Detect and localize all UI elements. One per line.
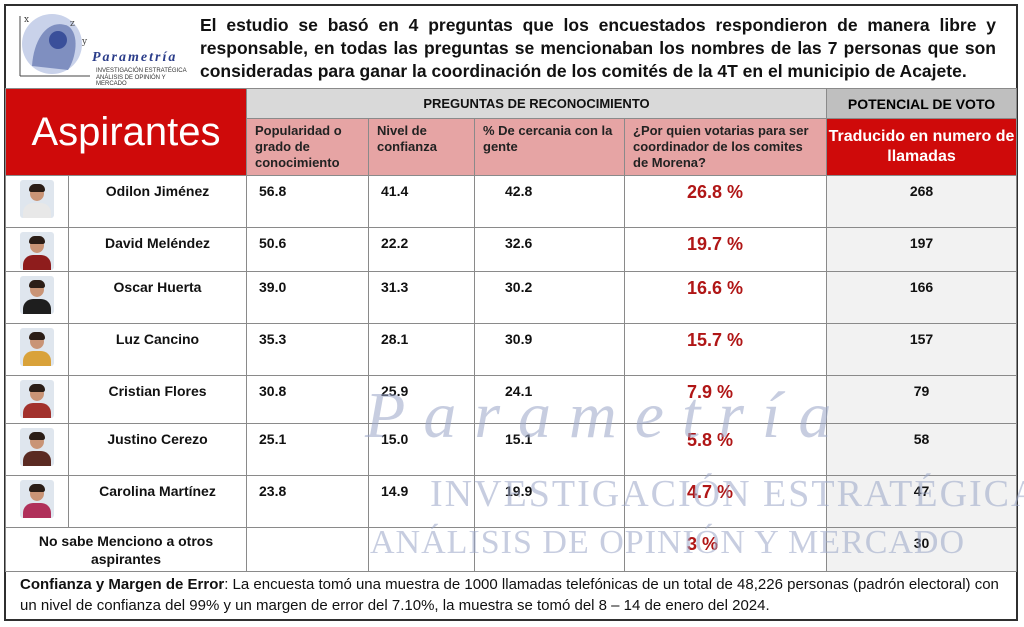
other-pop: [246, 527, 369, 572]
closeness-value: 32.6: [474, 227, 625, 272]
vote-value: 5.8 %: [624, 423, 827, 476]
closeness-value: 42.8: [474, 175, 625, 228]
avatar: [20, 180, 54, 218]
footer-note: Confianza y Margen de Error: La encuesta…: [20, 574, 1010, 616]
other-conf: [368, 527, 475, 572]
table-row-other: No sabe Menciono a otros aspirantes 3 % …: [5, 527, 1017, 572]
other-label: No sabe Menciono a otros aspirantes: [5, 527, 247, 572]
table-row: Oscar Huerta 39.0 31.3 30.2 16.6 % 166: [5, 271, 1017, 324]
candidate-photo: [5, 175, 69, 228]
calls-value: 79: [826, 375, 1017, 424]
candidate-photo: [5, 375, 69, 424]
other-vote: 3 %: [624, 527, 827, 572]
translated-header: Traducido en numero de llamadas: [826, 118, 1017, 176]
logo-mark-icon: x z y: [10, 6, 188, 84]
closeness-value: 15.1: [474, 423, 625, 476]
popularity-value: 56.8: [246, 175, 369, 228]
candidate-name: Luz Cancino: [68, 323, 247, 376]
parametria-logo: x z y Parametría Investigación estratégi…: [10, 6, 188, 87]
calls-value: 166: [826, 271, 1017, 324]
calls-value: 197: [826, 227, 1017, 272]
footer-label: Confianza y Margen de Error: [20, 576, 225, 593]
vote-value: 4.7 %: [624, 475, 827, 528]
candidate-name: Justino Cerezo: [68, 423, 247, 476]
calls-value: 157: [826, 323, 1017, 376]
candidate-name: Oscar Huerta: [68, 271, 247, 324]
table-row: Justino Cerezo 25.1 15.0 15.1 5.8 % 58: [5, 423, 1017, 476]
other-calls: 30: [826, 527, 1017, 572]
intro-paragraph: El estudio se basó en 4 preguntas que lo…: [200, 15, 996, 81]
avatar: [20, 380, 54, 418]
candidate-photo: [5, 423, 69, 476]
confidence-value: 15.0: [368, 423, 475, 476]
candidate-photo: [5, 475, 69, 528]
avatar: [20, 232, 54, 270]
closeness-value: 19.9: [474, 475, 625, 528]
calls-value: 268: [826, 175, 1017, 228]
candidate-photo: [5, 271, 69, 324]
candidate-photo: [5, 227, 69, 272]
vote-value: 16.6 %: [624, 271, 827, 324]
popularity-value: 39.0: [246, 271, 369, 324]
confidence-value: 28.1: [368, 323, 475, 376]
vote-value: 7.9 %: [624, 375, 827, 424]
question-vote: ¿Por quien votarias para ser coordinador…: [624, 118, 827, 176]
potencial-header: POTENCIAL DE VOTO: [826, 88, 1017, 119]
question-popularity: Popularidad o grado de conocimiento: [246, 118, 369, 176]
candidate-photo: [5, 323, 69, 376]
preguntas-header: PREGUNTAS DE RECONOCIMIENTO: [246, 88, 827, 119]
confidence-value: 22.2: [368, 227, 475, 272]
candidate-name: Odilon Jiménez: [68, 175, 247, 228]
results-table: Aspirantes PREGUNTAS DE RECONOCIMIENTO P…: [5, 88, 1017, 572]
popularity-value: 50.6: [246, 227, 369, 272]
popularity-value: 30.8: [246, 375, 369, 424]
vote-value: 19.7 %: [624, 227, 827, 272]
closeness-value: 24.1: [474, 375, 625, 424]
candidate-name: Carolina Martínez: [68, 475, 247, 528]
table-row: Luz Cancino 35.3 28.1 30.9 15.7 % 157: [5, 323, 1017, 376]
popularity-value: 35.3: [246, 323, 369, 376]
svg-text:z: z: [70, 19, 75, 29]
aspirantes-header: Aspirantes: [5, 88, 247, 176]
confidence-value: 41.4: [368, 175, 475, 228]
logo-tagline-1: Investigación estratégica: [96, 68, 187, 74]
popularity-value: 23.8: [246, 475, 369, 528]
closeness-value: 30.2: [474, 271, 625, 324]
table-row: Carolina Martínez 23.8 14.9 19.9 4.7 % 47: [5, 475, 1017, 528]
question-closeness: % De cercania con la gente: [474, 118, 625, 176]
candidate-name: David Meléndez: [68, 227, 247, 272]
avatar: [20, 428, 54, 466]
table-row: David Meléndez 50.6 22.2 32.6 19.7 % 197: [5, 227, 1017, 272]
svg-text:y: y: [81, 37, 88, 47]
calls-value: 47: [826, 475, 1017, 528]
vote-value: 15.7 %: [624, 323, 827, 376]
table-row: Cristian Flores 30.8 25.9 24.1 7.9 % 79: [5, 375, 1017, 424]
calls-value: 58: [826, 423, 1017, 476]
avatar: [20, 276, 54, 314]
closeness-value: 30.9: [474, 323, 625, 376]
confidence-value: 14.9: [368, 475, 475, 528]
popularity-value: 25.1: [246, 423, 369, 476]
svg-text:x: x: [24, 15, 29, 25]
avatar: [20, 328, 54, 366]
table-row: Odilon Jiménez 56.8 41.4 42.8 26.8 % 268: [5, 175, 1017, 228]
confidence-value: 31.3: [368, 271, 475, 324]
question-confidence: Nivel de confianza: [368, 118, 475, 176]
other-cerc: [474, 527, 625, 572]
vote-value: 26.8 %: [624, 175, 827, 228]
footer-text: : La encuesta tomó una muestra de 1000 l…: [20, 576, 999, 614]
logo-tagline-2: Análisis de opinión y mercado: [96, 75, 166, 87]
avatar: [20, 480, 54, 518]
logo-brand: Parametría: [92, 50, 178, 65]
confidence-value: 25.9: [368, 375, 475, 424]
candidate-name: Cristian Flores: [68, 375, 247, 424]
